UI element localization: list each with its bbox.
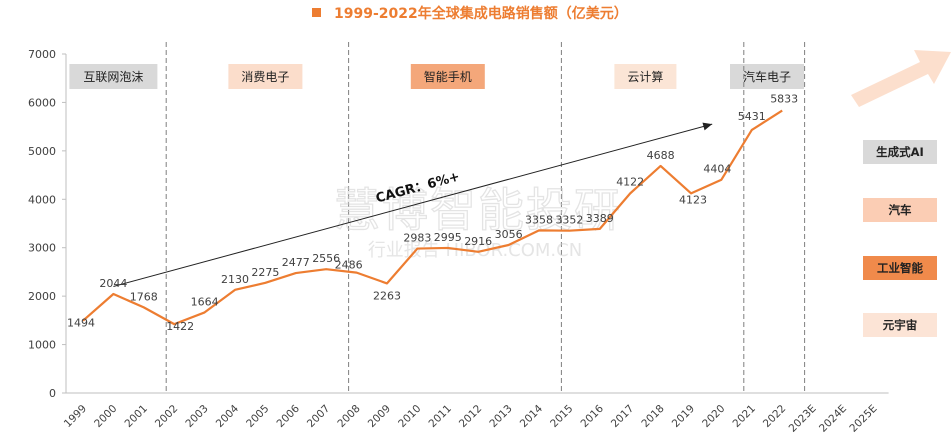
era-label: 互联网泡沫 [83,70,143,84]
era-label: 智能手机 [424,69,472,84]
era-box [730,64,804,89]
data-label: 4404 [703,163,731,176]
x-tick-label: 2023E [787,403,819,435]
era-box [614,64,677,89]
era-dividers [165,42,806,393]
data-label: 4688 [647,149,675,162]
x-tick-label: 2012 [457,403,484,430]
data-label: 5431 [738,110,766,123]
future-box [863,140,937,164]
x-tick-label: 2011 [427,403,454,430]
data-label: 2044 [99,277,127,290]
y-tick-label: 2000 [28,290,56,303]
y-tick-label: 6000 [28,96,56,109]
y-tick-label: 3000 [28,242,56,255]
data-label: 1494 [67,317,95,330]
future-arrow-icon [851,50,951,107]
data-label: 4122 [616,175,644,188]
future-label: 工业智能 [877,261,923,275]
y-tick-label: 4000 [28,193,56,206]
era-label: 汽车电子 [743,69,791,84]
series-polyline [82,109,783,326]
x-tick-label: 2004 [214,402,242,430]
data-label: 2130 [221,273,249,286]
trend-line [113,123,713,287]
future-box [863,198,937,222]
title-marker [312,8,321,17]
x-tick-label: 1999 [62,403,89,430]
trend-arrowhead [702,122,713,131]
x-tick-label: 2014 [518,402,546,430]
era-labels: 互联网泡沫 消费电子 智能手机 云计算 汽车电子 [69,64,804,89]
data-label: 2995 [434,231,462,244]
x-tick-label: 2006 [275,402,303,430]
future-box [863,313,937,337]
x-tick-label: 2025E [847,403,879,435]
data-label: 2486 [335,259,363,272]
data-label: 3352 [555,214,583,227]
y-tick-label: 1000 [28,339,56,352]
x-tick-label: 2009 [366,403,393,430]
x-tick-label: 2021 [731,403,758,430]
data-label: 1422 [166,320,194,333]
data-label: 3358 [525,213,553,226]
era-label: 消费电子 [241,70,289,84]
arrow-shape [851,50,951,107]
x-tick-label: 2010 [396,403,423,430]
x-tick-label: 2024E [817,403,849,435]
x-tick-label: 2001 [123,403,150,430]
y-tick-label: 0 [49,387,56,400]
data-label: 2916 [464,235,492,248]
y-tick-label: 5000 [28,145,56,158]
data-label: 2556 [312,252,340,265]
data-label: 5833 [770,93,798,106]
x-tick-label: 2020 [700,403,727,430]
data-label: 1664 [191,295,219,308]
x-tick-label: 2017 [609,403,636,430]
x-tick-label: 2002 [153,403,180,430]
data-label: 2477 [282,256,310,269]
future-label: 生成式AI [876,145,924,159]
era-box [228,64,303,89]
data-label: 3056 [495,228,523,241]
x-tick-label: 2015 [548,403,575,430]
series-line [82,109,783,326]
x-tick-label: 2000 [92,403,119,430]
data-label: 2263 [373,289,401,302]
x-tick-label: 2013 [487,403,514,430]
future-label: 汽车 [889,203,912,217]
era-box [410,64,485,89]
y-tick-label: 7000 [28,48,56,61]
future-box [863,256,937,280]
era-box [69,64,158,89]
x-tick-label: 2022 [761,403,788,430]
x-tick-label: 2005 [244,403,271,430]
future-label: 元宇宙 [883,318,918,332]
data-label: 1768 [130,290,158,303]
era-label: 云计算 [627,69,663,84]
data-label: 2275 [251,266,279,279]
x-tick-label: 2019 [670,403,697,430]
chart-title: 1999-2022年全球集成电路销售额（亿美元） [334,5,628,22]
watermark-text: 慧博智能投研 [334,183,622,237]
data-label: 4123 [679,193,707,206]
data-label: 2983 [403,232,431,245]
x-tick-label: 2008 [335,403,362,430]
x-tick-label: 2003 [183,403,210,430]
x-tick-label: 2016 [579,402,607,430]
x-tick-label: 2007 [305,403,332,430]
x-tick-label: 2018 [639,403,666,430]
data-label: 3389 [586,212,614,225]
